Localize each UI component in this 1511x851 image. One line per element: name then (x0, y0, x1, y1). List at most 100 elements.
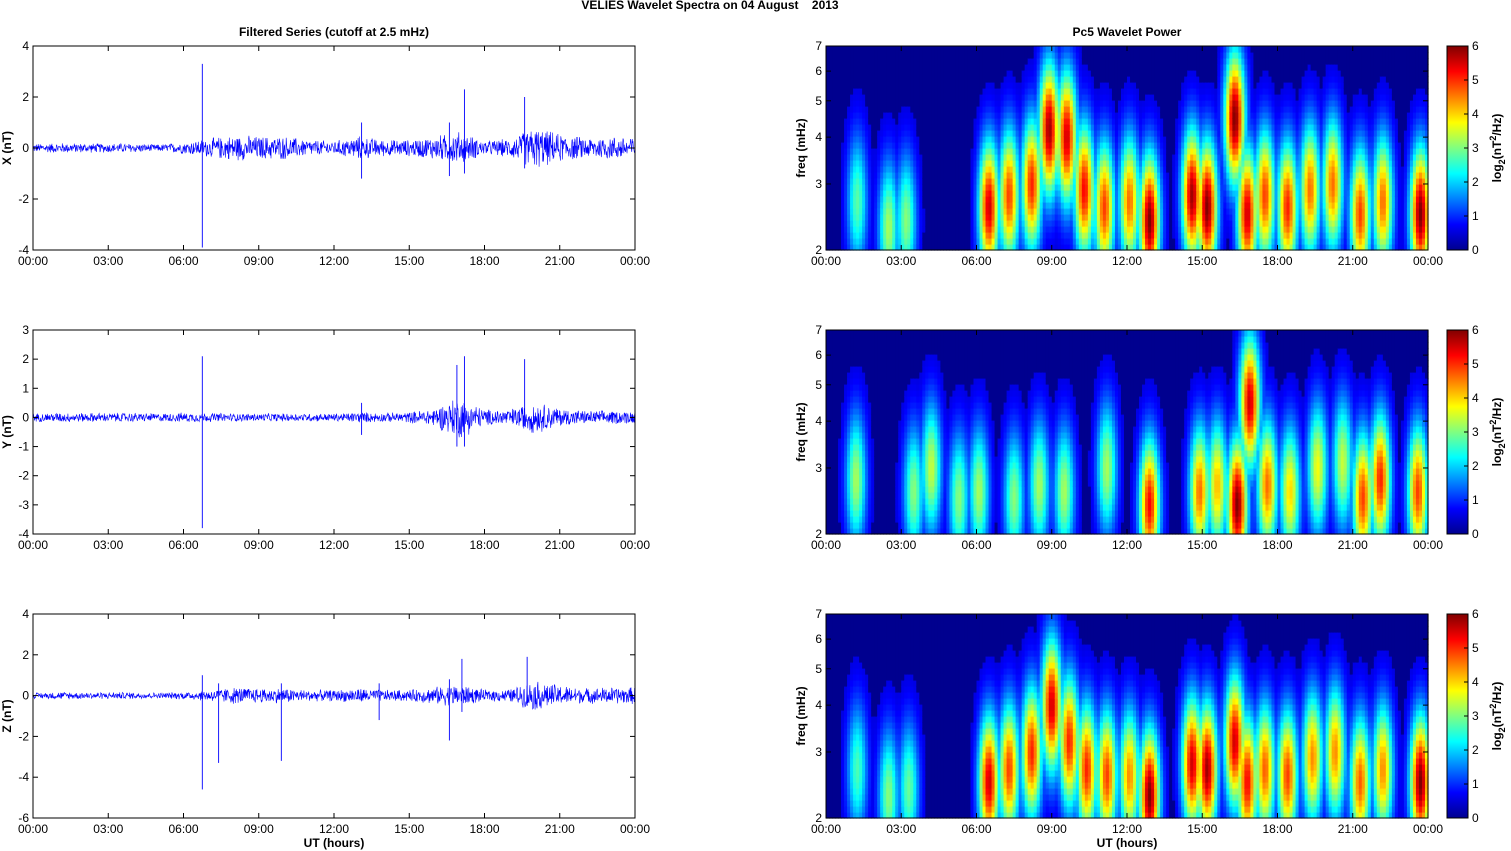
heatmap-cell (904, 238, 908, 245)
heatmap-cell (1160, 208, 1164, 215)
heatmap-cell (832, 166, 836, 173)
heatmap-cell (877, 238, 881, 245)
x-series-panel: 00:00 03:00 06:00 09:00 12:00 15:00 18:00 21:00… (0, 39, 650, 268)
heatmap-cell (1223, 136, 1227, 143)
heatmap-cell (1226, 46, 1230, 53)
heatmap-cell (1045, 64, 1050, 71)
heatmap-cell (1051, 184, 1056, 191)
heatmap-cell (1184, 94, 1188, 101)
heatmap-cell (928, 88, 932, 95)
heatmap-cell (880, 184, 884, 191)
heatmap-cell (1163, 202, 1167, 209)
heatmap-cell (976, 202, 981, 209)
heatmap-cell (1142, 88, 1146, 95)
heatmap-cell (1190, 100, 1194, 107)
heatmap-cell (952, 232, 957, 239)
heatmap-cell (1063, 202, 1068, 209)
heatmap-cell (907, 196, 911, 203)
heatmap-cell (940, 166, 944, 173)
heatmap-cell (1090, 190, 1095, 197)
heatmap-cell (922, 52, 926, 59)
heatmap-cell (1012, 58, 1017, 65)
heatmap-cell (1063, 82, 1068, 89)
heatmap-cell (1130, 178, 1134, 185)
heatmap-cell (922, 148, 926, 155)
heatmap-cell (1190, 88, 1194, 95)
heatmap-cell (904, 58, 908, 65)
heatmap-cell (1099, 88, 1104, 95)
heatmap-cell (961, 82, 966, 89)
heatmap-cell (1069, 88, 1074, 95)
heatmap-cell (1033, 58, 1038, 65)
heatmap-cell (1066, 94, 1071, 101)
heatmap-cell (1169, 70, 1173, 77)
heatmap-cell (877, 208, 881, 215)
heatmap-cell (1238, 220, 1242, 227)
heatmap-cell (955, 142, 960, 149)
heatmap-cell (964, 112, 969, 119)
heatmap-cell (952, 58, 957, 65)
heatmap-cell (919, 52, 923, 59)
heatmap-cell (1202, 52, 1206, 59)
heatmap-cell (1102, 124, 1107, 131)
heatmap-cell (1244, 148, 1248, 155)
heatmap-cell (946, 226, 951, 233)
heatmap-cell (937, 166, 941, 173)
heatmap-cell (1208, 232, 1212, 239)
heatmap-cell (1130, 226, 1134, 233)
heatmap-cell (1114, 226, 1119, 233)
heatmap-cell (979, 178, 984, 185)
heatmap-cell (1148, 202, 1152, 209)
heatmap-cell (1178, 106, 1182, 113)
heatmap-cell (1127, 172, 1131, 179)
heatmap-cell (880, 190, 884, 197)
heatmap-cell (1160, 94, 1164, 101)
heatmap-cell (1042, 202, 1047, 209)
heatmap-cell (895, 100, 899, 107)
heatmap-cell (1036, 148, 1041, 155)
heatmap-cell (841, 130, 845, 137)
heatmap-cell (958, 214, 963, 221)
heatmap-cell (1226, 154, 1230, 161)
heatmap-cell (1220, 130, 1224, 137)
heatmap-cell (1030, 226, 1035, 233)
heatmap-cell (1123, 244, 1128, 251)
heatmap-cell (904, 166, 908, 173)
heatmap-cell (859, 70, 863, 77)
heatmap-cell (850, 142, 854, 149)
heatmap-cell (940, 226, 944, 233)
heatmap-cell (934, 58, 938, 65)
heatmap-cell (1139, 244, 1143, 251)
heatmap-cell (1211, 232, 1215, 239)
heatmap-cell (1096, 166, 1101, 173)
heatmap-cell (919, 220, 923, 227)
heatmap-cell (1009, 160, 1014, 167)
heatmap-cell (1202, 64, 1206, 71)
heatmap-cell (949, 154, 954, 161)
heatmap-cell (1154, 172, 1158, 179)
heatmap-cell (1211, 46, 1215, 53)
heatmap-cell (1063, 100, 1068, 107)
heatmap-cell (1205, 64, 1209, 71)
heatmap-cell (1184, 220, 1188, 227)
heatmap-cell (943, 88, 947, 95)
heatmap-cell (1063, 184, 1068, 191)
heatmap-cell (1021, 106, 1026, 113)
heatmap-cell (991, 238, 996, 245)
heatmap-cell (1084, 106, 1089, 113)
heatmap-cell (973, 166, 978, 173)
heatmap-cell (1130, 166, 1134, 173)
heatmap-cell (1154, 214, 1158, 221)
heatmap-cell (886, 190, 890, 197)
heatmap-cell (1130, 136, 1134, 143)
heatmap-cell (1063, 172, 1068, 179)
heatmap-cell (985, 94, 990, 101)
heatmap-cell (961, 196, 966, 203)
heatmap-cell (829, 154, 833, 161)
heatmap-cell (991, 76, 996, 83)
heatmap-cell (997, 52, 1002, 59)
heatmap-cell (1012, 136, 1017, 143)
heatmap-cell (1111, 58, 1116, 65)
heatmap-cell (967, 106, 972, 113)
heatmap-cell (1241, 166, 1245, 173)
